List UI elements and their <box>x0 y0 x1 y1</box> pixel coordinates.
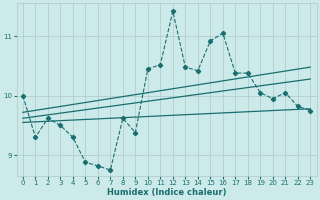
X-axis label: Humidex (Indice chaleur): Humidex (Indice chaleur) <box>107 188 226 197</box>
